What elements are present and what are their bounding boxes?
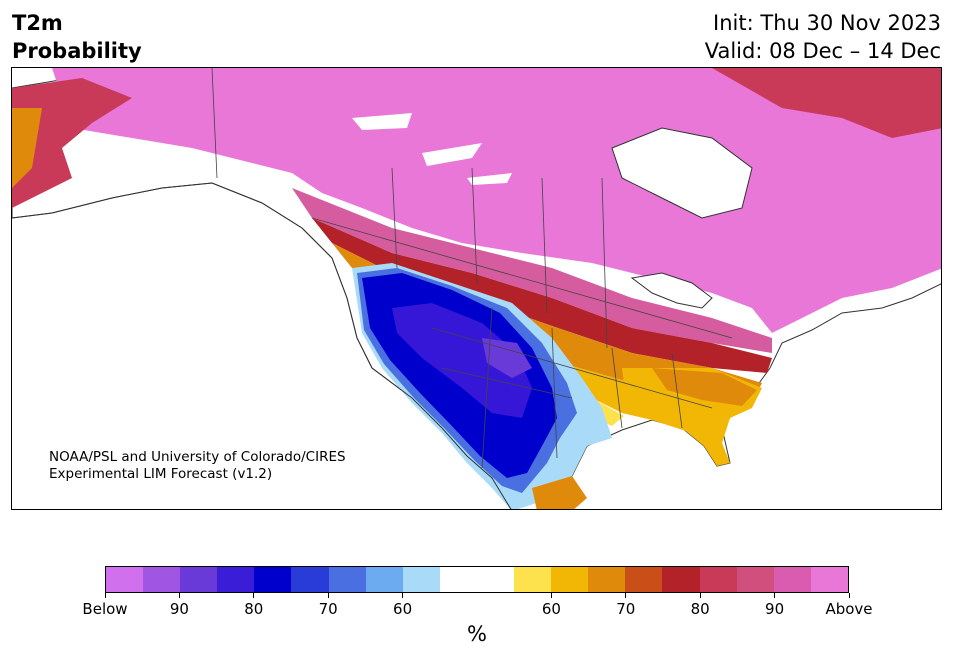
colorbar-segment bbox=[699, 567, 737, 592]
colorbar-segment bbox=[662, 567, 700, 592]
band-red bbox=[312, 218, 772, 373]
init-date: Init: Thu 30 Nov 2023 bbox=[713, 11, 941, 35]
valid-range: Valid: 08 Dec – 14 Dec bbox=[704, 39, 941, 63]
title-line1: T2m bbox=[12, 11, 63, 35]
above-zone-north bbox=[52, 68, 941, 333]
credit-line1: NOAA/PSL and University of Colorado/CIRE… bbox=[49, 449, 346, 465]
arctic-lake-1 bbox=[352, 113, 412, 130]
colorbar-tick-label: 60 bbox=[393, 600, 413, 618]
colorbar-tick-mark bbox=[253, 593, 255, 598]
colorbar-tick-label: 70 bbox=[318, 600, 338, 618]
below-patch bbox=[482, 338, 532, 378]
colorbar-tick-label: 80 bbox=[690, 600, 710, 618]
colorbar-tick-mark bbox=[625, 593, 627, 598]
colorbar-segment bbox=[365, 567, 403, 592]
colorbar-segment bbox=[514, 567, 552, 592]
colorbar-segment bbox=[180, 567, 218, 592]
great-lakes bbox=[630, 272, 713, 309]
below-inner bbox=[392, 303, 532, 418]
colorbar-tick-mark bbox=[327, 593, 329, 598]
colorbar-segment bbox=[106, 567, 144, 592]
mexico-warm bbox=[532, 476, 587, 509]
forecast-dates: Init: Thu 30 Nov 2023 Valid: 08 Dec – 14… bbox=[705, 9, 941, 65]
colorbar-segment bbox=[810, 567, 848, 592]
colorbar-segment bbox=[476, 567, 515, 592]
colorbar-tick-label: Below bbox=[82, 600, 128, 618]
above-band-greenland bbox=[712, 68, 941, 138]
title-line2: Probability bbox=[12, 39, 142, 63]
colorbar-tick-mark bbox=[699, 593, 701, 598]
colorbar-tick-label: 90 bbox=[169, 600, 189, 618]
colorbar-segment bbox=[551, 567, 589, 592]
colorbar-segment bbox=[143, 567, 181, 592]
band-orange bbox=[332, 243, 762, 403]
colorbar-tick-mark bbox=[402, 593, 404, 598]
colorbar-tick-label: 90 bbox=[765, 600, 785, 618]
colorbar-tick-mark bbox=[848, 593, 850, 598]
colorbar-tick-mark bbox=[774, 593, 776, 598]
arctic-lake-2 bbox=[422, 143, 482, 166]
map-svg bbox=[12, 68, 941, 509]
above-band-alaska bbox=[12, 78, 132, 208]
colorbar-segment bbox=[588, 567, 626, 592]
hudson-bay bbox=[611, 127, 753, 219]
colorbar-tick-label: 70 bbox=[616, 600, 636, 618]
colorbar-segment bbox=[773, 567, 811, 592]
pacific-coast bbox=[12, 182, 512, 509]
colorbar-segment bbox=[736, 567, 774, 592]
colorbar-unit: % bbox=[467, 622, 487, 646]
colorbar-tick-mark bbox=[550, 593, 552, 598]
colorbar-segment bbox=[402, 567, 440, 592]
credit-line2: Experimental LIM Forecast (v1.2) bbox=[49, 466, 273, 482]
colorbar-segment bbox=[625, 567, 663, 592]
borders bbox=[211, 68, 733, 469]
colorbar-segment bbox=[328, 567, 366, 592]
above-band-alaska-outer bbox=[12, 108, 42, 188]
arctic-lake-3 bbox=[467, 173, 512, 185]
colorbar-tick-label: 60 bbox=[541, 600, 561, 618]
colorbar-segment bbox=[291, 567, 329, 592]
colorbar-segment bbox=[254, 567, 292, 592]
colorbar-segment bbox=[439, 567, 477, 592]
colorbar-segment bbox=[217, 567, 255, 592]
map-credit: NOAA/PSL and University of Colorado/CIRE… bbox=[49, 449, 346, 483]
probability-map bbox=[11, 67, 942, 510]
colorbar-tick-label: Above bbox=[825, 600, 873, 618]
colorbar-tick-label: 80 bbox=[244, 600, 264, 618]
chart-title: T2m Probability bbox=[12, 9, 142, 65]
colorbar bbox=[105, 566, 849, 593]
colorbar-tick-mark bbox=[104, 593, 106, 598]
band-d65 bbox=[292, 188, 772, 353]
above-southeast-core bbox=[652, 368, 757, 406]
colorbar-tick-mark bbox=[178, 593, 180, 598]
